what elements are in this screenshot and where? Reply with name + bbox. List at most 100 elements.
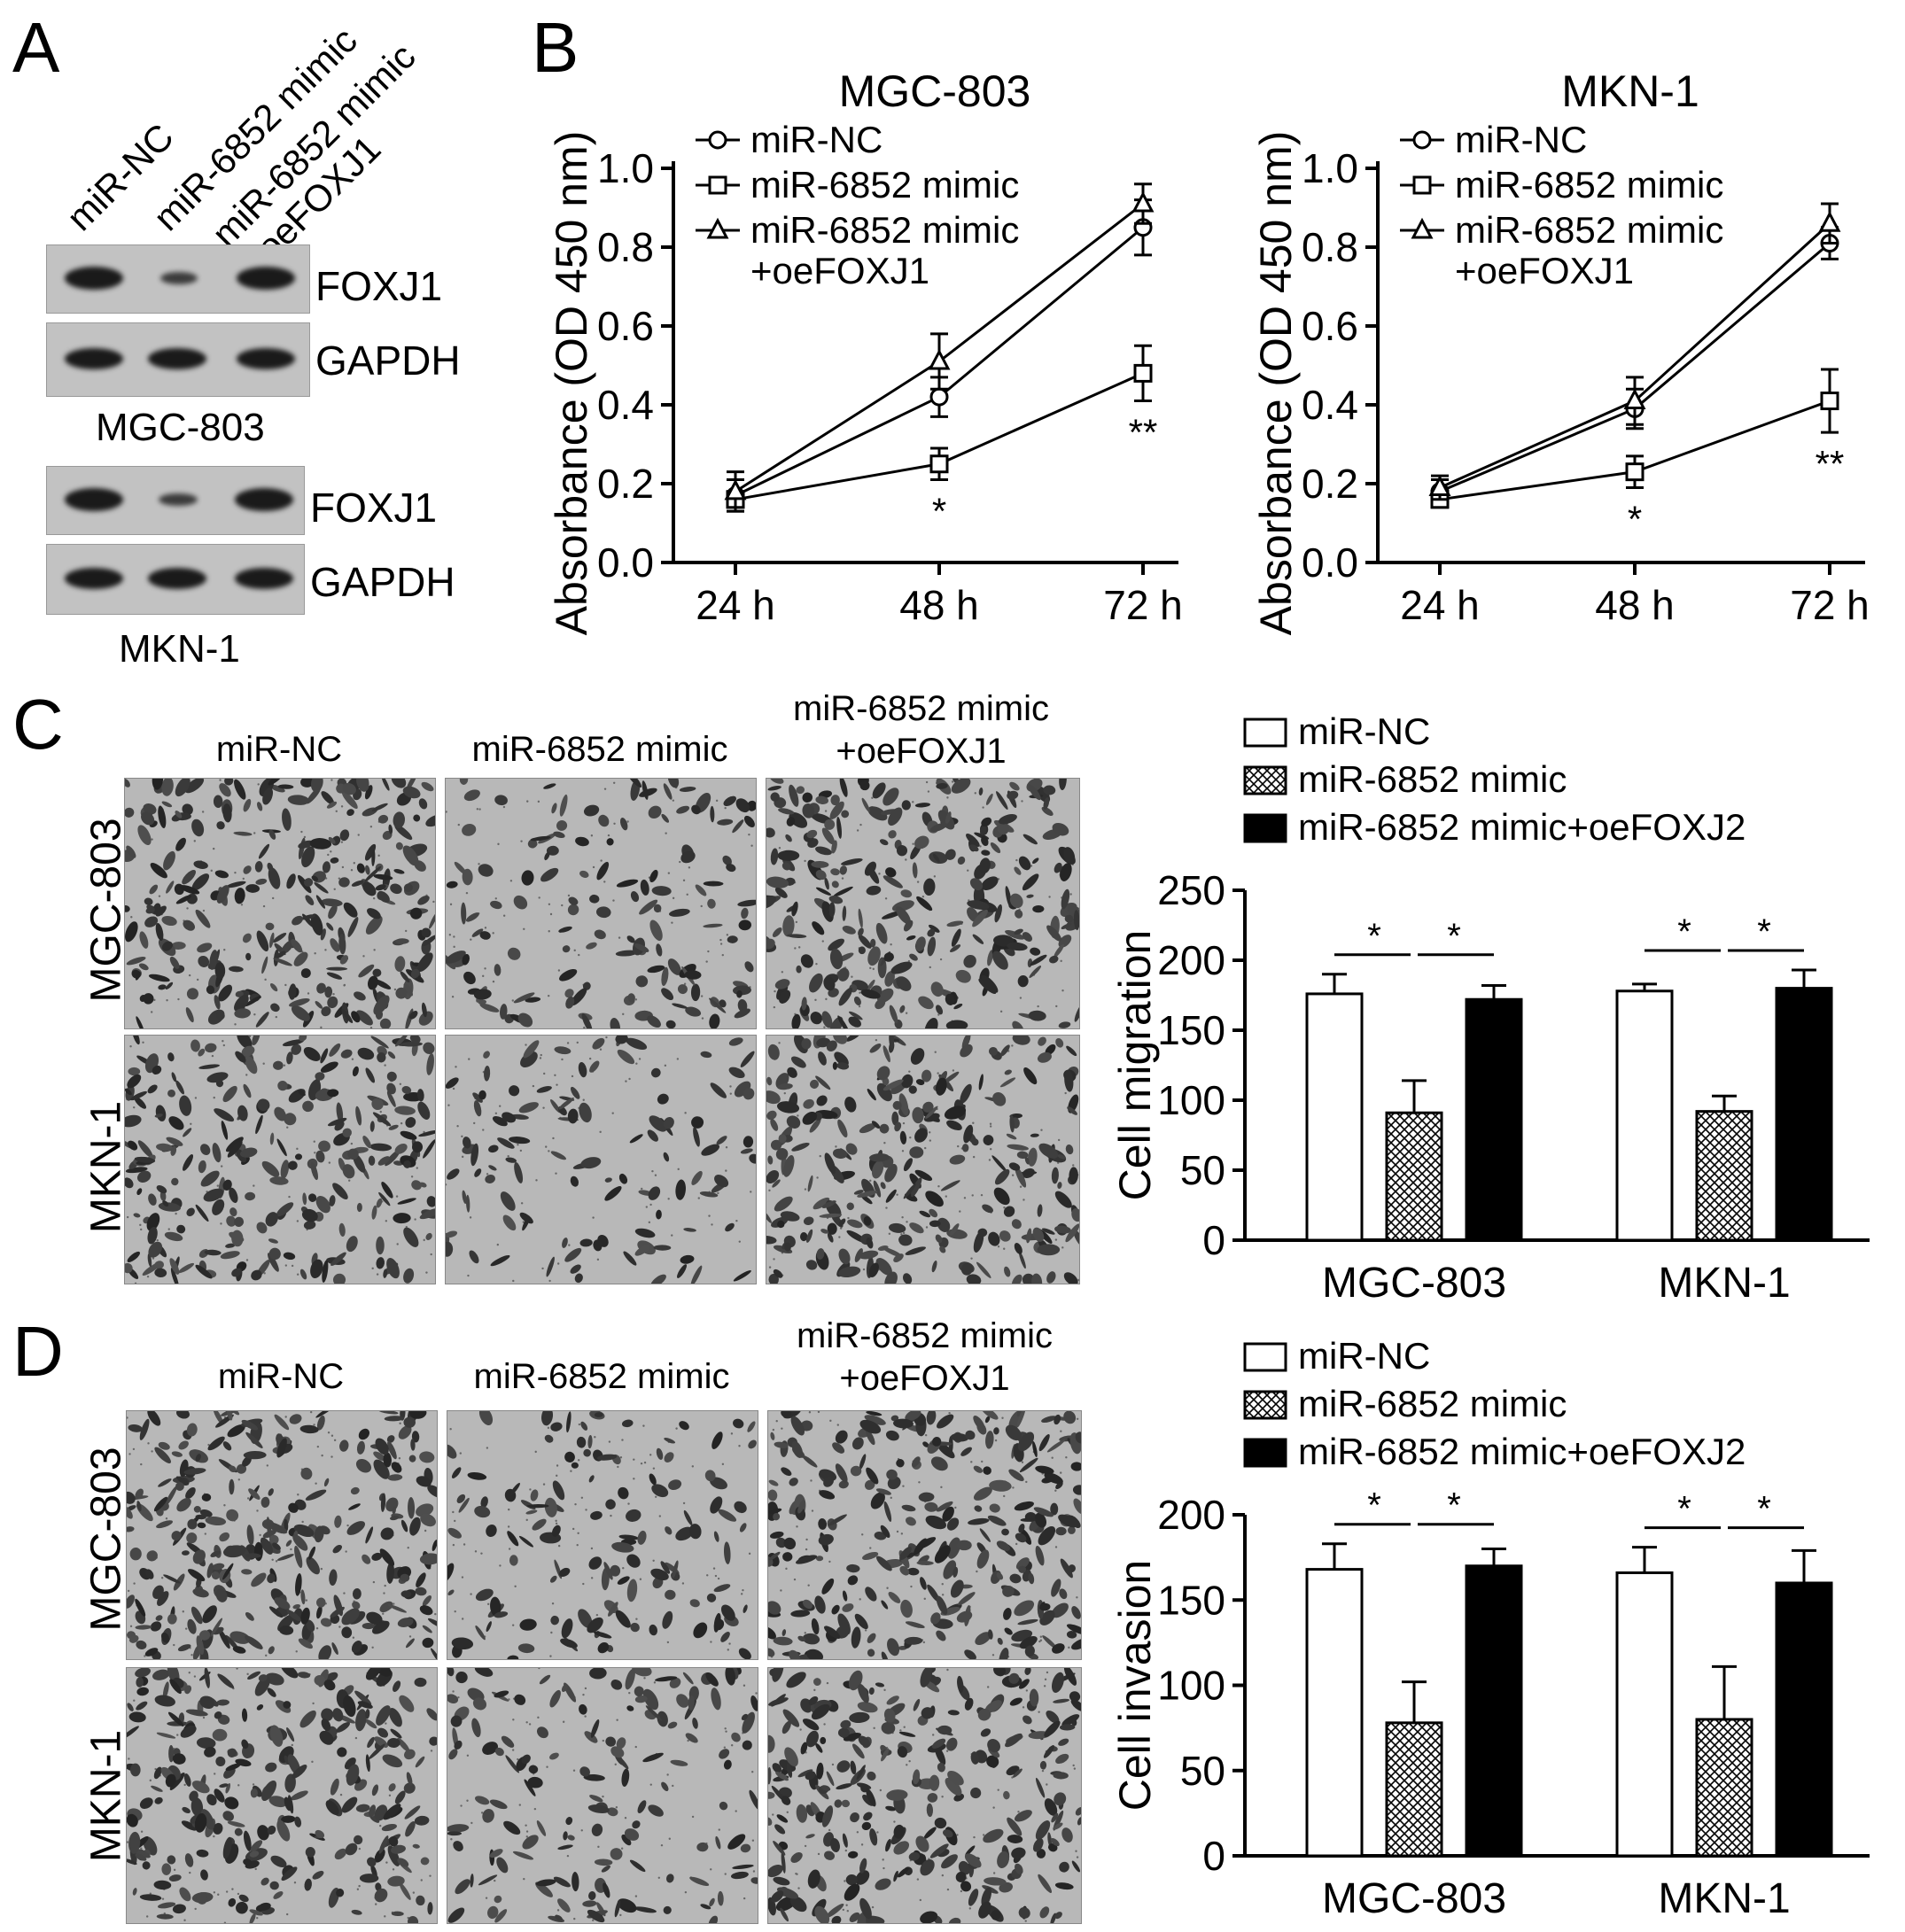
legend-label: miR-6852 mimic — [1298, 1383, 1567, 1424]
y-axis-label: Cell invasion — [1110, 1560, 1160, 1811]
column-label-mir-nc: miR-NC — [215, 730, 343, 769]
cell-line-label: MGC-803 — [96, 406, 265, 449]
bar — [1305, 992, 1364, 1242]
x-tick-label: MGC-803 — [1322, 1875, 1506, 1922]
column-label-mimic-oefoxj1: miR-6852 mimic +oeFOXJ1 — [793, 689, 1049, 771]
data-point — [929, 454, 949, 474]
micrograph — [126, 1667, 438, 1924]
x-tick-label: 72 h — [1103, 582, 1183, 628]
x-tick-label: MKN-1 — [1658, 1875, 1790, 1922]
protein-label: GAPDH — [310, 559, 455, 605]
micrograph — [767, 1410, 1082, 1660]
y-tick-label: 50 — [1180, 1147, 1225, 1193]
legend-swatch — [1243, 1438, 1287, 1468]
significance-mark: * — [1677, 912, 1691, 951]
series-2 — [724, 182, 1155, 513]
y-axis-label: Absorbance (OD 450 nm) — [1251, 131, 1301, 636]
legend-label: miR-6852 mimic +oeFOXJ1 — [750, 209, 1019, 291]
micrograph — [447, 1667, 758, 1924]
significance-mark: ** — [1816, 443, 1845, 485]
x-tick-label: MKN-1 — [1658, 1260, 1790, 1307]
significance-mark: * — [1367, 917, 1381, 956]
y-tick-label: 200 — [1157, 937, 1225, 983]
y-tick-label: 0.8 — [597, 224, 654, 270]
significance-mark: * — [1757, 1490, 1771, 1529]
legend-marker — [1412, 130, 1432, 150]
bar — [1305, 1568, 1364, 1858]
legend-label: miR-6852 mimic — [1298, 758, 1567, 800]
y-tick-label: 0.6 — [597, 303, 654, 349]
legend-label: miR-6852 mimic +oeFOXJ1 — [1455, 209, 1723, 291]
legend-label: miR-6852 mimic+oeFOXJ2 — [1298, 1431, 1746, 1472]
chart-title: MGC-803 — [839, 66, 1031, 116]
bar — [1615, 989, 1674, 1242]
chart-b-left: MGC-803 Absorbance (OD 450 nm) 0.0 0.2 0.4 0.… — [547, 66, 1183, 636]
micrograph — [126, 1410, 438, 1660]
x-tick-label: 24 h — [696, 582, 775, 628]
data-point — [1133, 363, 1153, 383]
column-label-mimic: miR-6852 mimic — [473, 1357, 730, 1396]
legend-label: miR-6852 mimic — [1455, 164, 1723, 206]
legend-swatch — [1243, 718, 1287, 748]
data-point — [1820, 392, 1839, 411]
y-tick-label: 0.2 — [1302, 461, 1358, 507]
column-label-mimic-oefoxj1: miR-6852 mimic +oeFOXJ1 — [797, 1316, 1053, 1398]
data-point — [1428, 475, 1451, 496]
micrograph — [767, 1667, 1082, 1924]
protein-label: GAPDH — [315, 338, 461, 384]
y-tick-label: 0.6 — [1302, 303, 1358, 349]
micrograph — [124, 1035, 436, 1284]
panel-label-b: B — [532, 8, 579, 87]
data-point — [1623, 388, 1646, 410]
data-point — [1818, 211, 1841, 232]
legend-label: miR-NC — [750, 119, 883, 160]
panel-label-c: C — [12, 685, 64, 764]
micrograph — [447, 1410, 758, 1660]
legend-label: miR-NC — [1455, 119, 1587, 160]
micrograph — [766, 778, 1080, 1029]
x-tick-label: 24 h — [1400, 582, 1480, 628]
significance-mark: * — [1628, 498, 1642, 539]
chart-c-migration: miR-NC miR-6852 mimic miR-6852 mimic+oeFOX… — [1110, 710, 1870, 1307]
y-tick-label: 150 — [1157, 1007, 1225, 1053]
y-tick-label: 0 — [1202, 1833, 1225, 1879]
chart-title: MKN-1 — [1561, 66, 1699, 116]
column-label-mimic: miR-6852 mimic — [471, 730, 728, 769]
protein-label: FOXJ1 — [315, 263, 443, 309]
y-tick-label: 0.4 — [1302, 382, 1358, 428]
panel-label-d: D — [12, 1312, 64, 1391]
legend-swatch — [1243, 1342, 1287, 1372]
legend-swatch — [1243, 765, 1287, 795]
protein-label: FOXJ1 — [310, 485, 438, 531]
legend-marker — [706, 217, 729, 239]
legend-label: miR-6852 mimic — [750, 164, 1019, 206]
legend-swatch — [1243, 1390, 1287, 1420]
row-label-mkn1: MKN-1 — [82, 1729, 130, 1863]
legend-label: miR-NC — [1298, 1335, 1430, 1377]
column-label-mir-nc: miR-NC — [217, 1357, 345, 1396]
y-tick-label: 100 — [1157, 1077, 1225, 1123]
data-point — [929, 387, 949, 407]
bar — [1385, 1721, 1443, 1858]
x-tick-label: MGC-803 — [1322, 1260, 1506, 1307]
micrograph — [766, 1035, 1080, 1284]
y-tick-label: 0.2 — [597, 461, 654, 507]
legend-label: miR-6852 mimic+oeFOXJ2 — [1298, 806, 1746, 848]
legend-marker — [708, 130, 727, 150]
y-axis-label: Absorbance (OD 450 nm) — [547, 131, 596, 636]
y-tick-label: 200 — [1157, 1492, 1225, 1538]
y-tick-label: 0.4 — [597, 382, 654, 428]
bar — [1385, 1111, 1443, 1242]
legend-marker — [708, 175, 727, 195]
bar — [1695, 1718, 1753, 1858]
y-tick-label: 0.0 — [1302, 539, 1358, 586]
y-tick-label: 0.0 — [597, 539, 654, 586]
y-axis-label: Cell migration — [1110, 930, 1160, 1201]
cell-line-label: MKN-1 — [119, 627, 240, 671]
blot-mgc803-gapdh — [46, 322, 310, 397]
y-tick-label: 100 — [1157, 1663, 1225, 1709]
chart-d-invasion: miR-NC miR-6852 mimic miR-6852 mimic+oeFOX… — [1110, 1335, 1870, 1922]
blot-mkn1-foxj1 — [46, 466, 305, 535]
data-point — [1625, 462, 1645, 482]
y-tick-label: 50 — [1180, 1748, 1225, 1794]
